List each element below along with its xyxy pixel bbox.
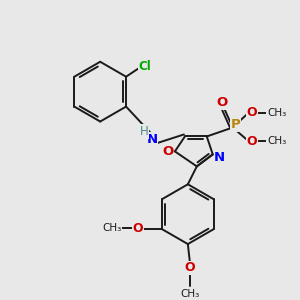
Text: O: O [246,106,257,119]
Text: N: N [146,133,158,146]
Text: O: O [246,135,257,148]
Text: O: O [184,262,195,275]
Text: O: O [216,96,227,109]
Text: CH₃: CH₃ [103,223,122,233]
Text: CH₃: CH₃ [180,289,200,299]
Text: CH₃: CH₃ [267,136,286,146]
Text: O: O [162,145,174,158]
Text: P: P [231,118,241,131]
Text: H: H [140,125,148,138]
Text: CH₃: CH₃ [267,108,286,118]
Text: O: O [133,222,143,235]
Text: N: N [214,151,225,164]
Text: Cl: Cl [139,60,152,73]
